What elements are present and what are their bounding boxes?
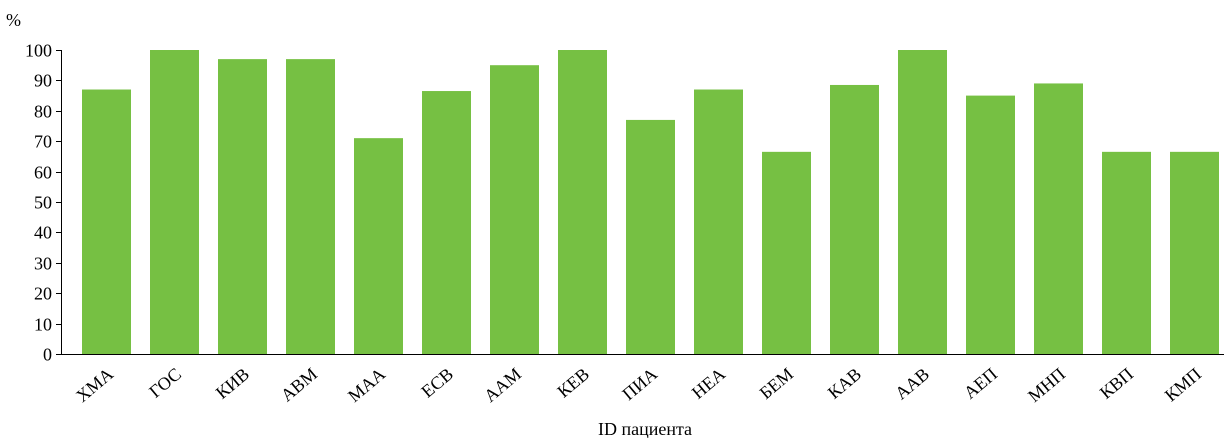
bar-4 bbox=[286, 59, 335, 355]
x-tick-label: НЕА bbox=[688, 364, 729, 403]
x-tick-label: ХМА bbox=[72, 364, 117, 406]
bar-11 bbox=[762, 151, 811, 354]
x-tick-label: ААМ bbox=[480, 364, 525, 406]
y-axis-title: % bbox=[6, 10, 21, 30]
x-tick-label: КЕВ bbox=[553, 364, 593, 402]
x-tick-label: БЕМ bbox=[756, 364, 797, 403]
y-tick-label: 20 bbox=[34, 284, 52, 304]
x-tick-label: КИВ bbox=[212, 364, 253, 403]
x-tick-label: КМП bbox=[1161, 364, 1205, 406]
x-tick-label: КВП bbox=[1096, 364, 1137, 403]
bars-group bbox=[82, 50, 1219, 355]
bar-3 bbox=[218, 59, 267, 355]
bar-6 bbox=[422, 91, 471, 354]
y-tick-label: 60 bbox=[34, 163, 52, 183]
bar-10 bbox=[694, 89, 743, 355]
bar-12 bbox=[830, 84, 879, 355]
x-tick-label: ААВ bbox=[891, 364, 933, 404]
bar-14 bbox=[966, 95, 1015, 354]
x-tick-label: МАА bbox=[344, 364, 389, 406]
x-axis-title: ID пациента bbox=[598, 419, 692, 438]
bar-8 bbox=[558, 50, 607, 354]
y-tick-label: 30 bbox=[34, 254, 52, 274]
y-tick-label: 100 bbox=[25, 41, 52, 61]
y-tick-label: 80 bbox=[34, 102, 52, 122]
x-tick-label: КАВ bbox=[824, 364, 865, 403]
y-tick-label: 10 bbox=[34, 315, 52, 335]
bar-2 bbox=[150, 50, 199, 354]
x-tick-label: АЕП bbox=[960, 364, 1001, 403]
bar-9 bbox=[626, 119, 675, 354]
y-tick-label: 50 bbox=[34, 193, 52, 213]
y-tick-label: 90 bbox=[34, 71, 52, 91]
x-tick-label: ПИА bbox=[618, 364, 661, 404]
y-tick-label: 0 bbox=[43, 345, 52, 365]
x-tick-label: ГОС bbox=[145, 364, 185, 402]
x-axis-tick-labels: ХМА ГОС КИВ АВМ МАА ЕСВ ААМ КЕВ ПИА НЕА БЕМ КАВ ААВ А… bbox=[72, 364, 1205, 406]
x-tick-label: АВМ bbox=[277, 364, 321, 406]
y-tick-label: 70 bbox=[34, 132, 52, 152]
x-tick-label: ЕСВ bbox=[417, 364, 457, 402]
y-tick-label: 40 bbox=[34, 223, 52, 243]
bar-13 bbox=[898, 50, 947, 354]
bar-5 bbox=[354, 138, 403, 354]
bar-1 bbox=[82, 89, 131, 355]
y-axis-ticks: 0 10 20 30 40 50 60 70 80 90 100 bbox=[25, 41, 61, 365]
bar-7 bbox=[490, 65, 539, 354]
bar-16 bbox=[1102, 151, 1151, 354]
x-tick-label: МНП bbox=[1024, 364, 1069, 406]
bar-15 bbox=[1034, 83, 1083, 354]
bar-17 bbox=[1170, 151, 1219, 354]
